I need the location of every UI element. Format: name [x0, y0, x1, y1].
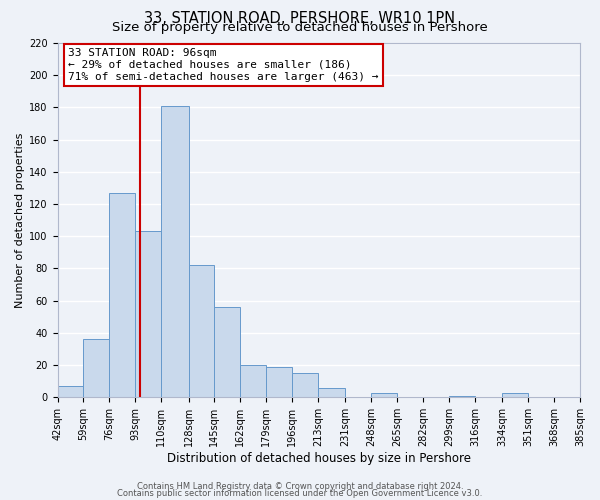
- Bar: [83, 340, 109, 398]
- Bar: [214, 307, 241, 398]
- Bar: [188, 266, 214, 398]
- Text: 33, STATION ROAD, PERSHORE, WR10 1PN: 33, STATION ROAD, PERSHORE, WR10 1PN: [145, 11, 455, 26]
- X-axis label: Distribution of detached houses by size in Pershore: Distribution of detached houses by size …: [167, 452, 471, 465]
- Text: Contains public sector information licensed under the Open Government Licence v3: Contains public sector information licen…: [118, 489, 482, 498]
- Bar: [135, 232, 161, 398]
- Text: 33 STATION ROAD: 96sqm
← 29% of detached houses are smaller (186)
71% of semi-de: 33 STATION ROAD: 96sqm ← 29% of detached…: [68, 48, 379, 82]
- Bar: [241, 365, 266, 398]
- Bar: [161, 106, 188, 398]
- Text: Size of property relative to detached houses in Pershore: Size of property relative to detached ho…: [112, 21, 488, 34]
- Bar: [109, 193, 135, 398]
- Bar: [580, 394, 600, 398]
- Bar: [292, 373, 318, 398]
- Bar: [266, 366, 292, 398]
- Y-axis label: Number of detached properties: Number of detached properties: [15, 132, 25, 308]
- Text: Contains HM Land Registry data © Crown copyright and database right 2024.: Contains HM Land Registry data © Crown c…: [137, 482, 463, 491]
- Bar: [449, 396, 475, 398]
- Bar: [371, 392, 397, 398]
- Bar: [58, 386, 83, 398]
- Bar: [502, 392, 528, 398]
- Bar: [318, 388, 346, 398]
